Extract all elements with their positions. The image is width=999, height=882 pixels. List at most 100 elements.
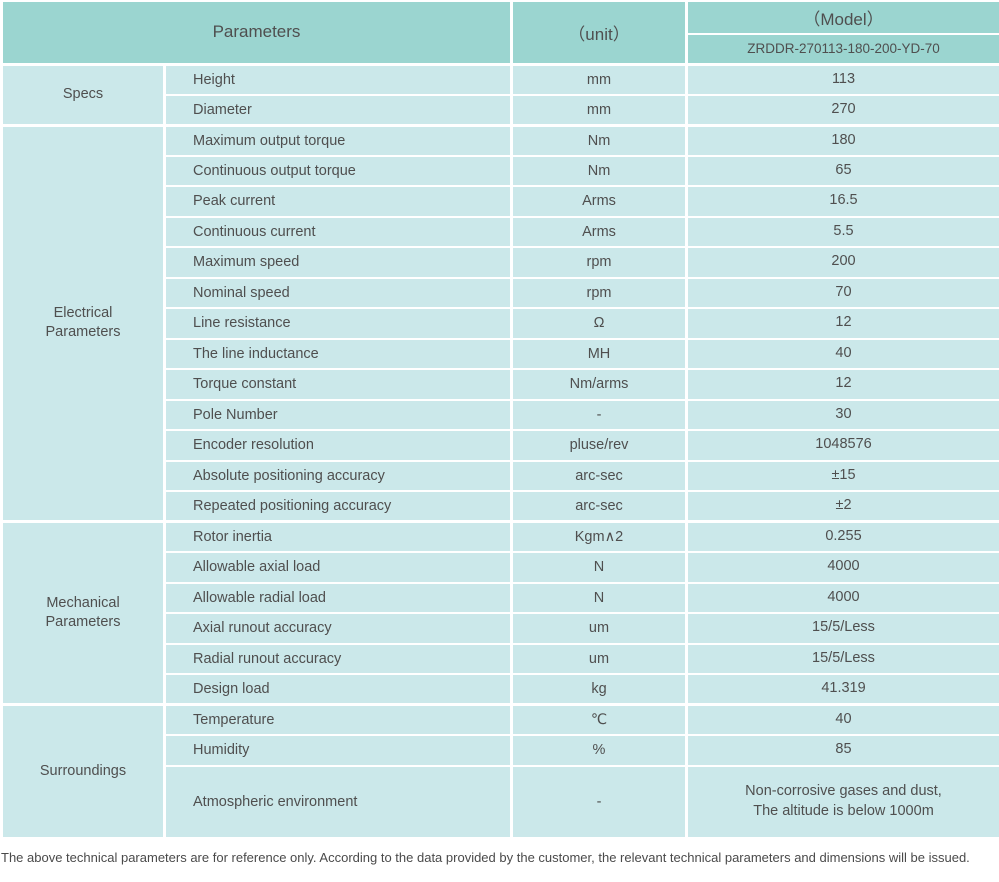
unit-cell: pluse/rev (510, 429, 688, 462)
value-cell: 40 (685, 337, 999, 370)
param-name-cell: Continuous current (163, 215, 513, 248)
value-cell: ±2 (685, 490, 999, 523)
unit-cell: - (510, 764, 688, 839)
unit-cell: Nm/arms (510, 368, 688, 401)
value-cell: 180 (685, 123, 999, 157)
value-cell: 200 (685, 246, 999, 279)
unit-cell: rpm (510, 246, 688, 279)
unit-cell: - (510, 398, 688, 431)
unit-cell: kg (510, 673, 688, 706)
header-model-number: ZRDDR-270113-180-200-YD-70 (685, 33, 999, 65)
unit-cell: arc-sec (510, 459, 688, 492)
value-cell: 85 (685, 734, 999, 767)
value-cell: 41.319 (685, 673, 999, 706)
value-cell: 15/5/Less (685, 612, 999, 645)
param-name-cell: Atmospheric environment (163, 764, 513, 839)
table-row: Surroundings Temperature ℃ 40 (0, 703, 999, 839)
param-name-cell: Maximum output torque (163, 123, 513, 157)
value-cell: Non-corrosive gases and dust, The altitu… (685, 764, 999, 839)
unit-cell: mm (510, 93, 688, 126)
unit-cell: um (510, 642, 688, 675)
value-cell: 16.5 (685, 185, 999, 218)
table-row: Continuous current Arms 5.5 (2, 215, 999, 248)
value-cell: 5.5 (685, 215, 999, 248)
table-row: Pole Number -30 (2, 398, 999, 431)
table-body: Specs Height mm 113 Diameter mm 270 Electrical … (0, 62, 999, 839)
value-cell: 270 (685, 93, 999, 126)
unit-cell: Ω (510, 307, 688, 340)
header-parameters: Parameters (0, 0, 513, 65)
table-row: Design load kg 41.319 (2, 673, 999, 706)
param-name-cell: Radial runout accuracy (163, 642, 513, 675)
param-name-cell: Maximum speed (163, 246, 513, 279)
unit-cell: um (510, 612, 688, 645)
value-cell: 70 (685, 276, 999, 309)
param-name-cell: Encoder resolution (163, 429, 513, 462)
param-name-cell: Repeated positioning accuracy (163, 490, 513, 523)
param-name-cell: The line inductance (163, 337, 513, 370)
param-name-cell: Continuous output torque (163, 154, 513, 187)
param-name-cell: Torque constant (163, 368, 513, 401)
param-name-cell: Line resistance (163, 307, 513, 340)
table-row: Encoder resolution pluse/rev 1048576 (2, 429, 999, 462)
param-name-cell: Nominal speed (163, 276, 513, 309)
header-model: （Model） (685, 0, 999, 35)
value-cell: 113 (685, 62, 999, 96)
param-name-cell: Pole Number (163, 398, 513, 431)
unit-cell: Nm (510, 154, 688, 187)
param-name-cell: Height (163, 62, 513, 96)
unit-cell: ℃ (510, 703, 688, 736)
value-cell: 30 (685, 398, 999, 431)
section-label-surroundings: Surroundings (0, 703, 166, 839)
param-name-cell: Design load (163, 673, 513, 706)
value-cell: 65 (685, 154, 999, 187)
table-row: Electrical Parameters Maximum output torq… (0, 123, 999, 523)
value-cell: 4000 (685, 581, 999, 614)
unit-cell: Arms (510, 215, 688, 248)
table-row: Torque constant Nm/arms 12 (2, 368, 999, 401)
table-row: Absolute positioning accuracy arc-sec ±15 (2, 459, 999, 492)
param-name-cell: Rotor inertia (163, 520, 513, 553)
unit-cell: Nm (510, 123, 688, 157)
unit-cell: mm (510, 62, 688, 96)
table-row: Maximum speed rpm 200 (2, 246, 999, 279)
value-cell: ±15 (685, 459, 999, 492)
table-row: Humidity% 85 (2, 734, 999, 767)
unit-cell: MH (510, 337, 688, 370)
unit-cell: N (510, 581, 688, 614)
param-name-cell: Diameter (163, 93, 513, 126)
value-cell: 40 (685, 703, 999, 736)
header-unit: （unit） (510, 0, 688, 65)
value-cell: 15/5/Less (685, 642, 999, 675)
value-cell: 1048576 (685, 429, 999, 462)
param-name-cell: Absolute positioning accuracy (163, 459, 513, 492)
param-name-cell: Allowable radial load (163, 581, 513, 614)
value-cell: 0.255 (685, 520, 999, 553)
section-label-mechanical-parameters: Mechanical Parameters (0, 520, 166, 706)
param-name-cell: Temperature (163, 703, 513, 736)
table-header: Parameters （unit） （Model） ZRDDR-270113-1… (0, 0, 999, 65)
section-label-electrical-parameters: Electrical Parameters (0, 123, 166, 523)
param-name-cell: Peak current (163, 185, 513, 218)
table-row: Specs Height mm 113 (0, 62, 999, 126)
table-row: The line inductance MH 40 (2, 337, 999, 370)
value-cell: 4000 (685, 551, 999, 584)
unit-cell: % (510, 734, 688, 767)
param-name-cell: Humidity (163, 734, 513, 767)
table-row: Atmospheric environment - Non-corrosive ga… (2, 764, 999, 839)
param-name-cell: Axial runout accuracy (163, 612, 513, 645)
unit-cell: rpm (510, 276, 688, 309)
table-row: Line resistance Ω 12 (2, 307, 999, 340)
table-row: Axial runout accuracy um 15/5/Less (2, 612, 999, 645)
section-label-specs: Specs (0, 62, 166, 126)
value-cell: 12 (685, 368, 999, 401)
param-name-cell: Allowable axial load (163, 551, 513, 584)
footer-note: The above technical parameters are for r… (1, 849, 970, 865)
table-row: Peak current Arms 16.5 (2, 185, 999, 218)
unit-cell: Arms (510, 185, 688, 218)
table-row: Allowable axial load N 4000 (2, 551, 999, 584)
value-cell: 12 (685, 307, 999, 340)
parameters-table: Parameters （unit） （Model） ZRDDR-270113-1… (0, 0, 999, 839)
unit-cell: arc-sec (510, 490, 688, 523)
table-row: Mechanical Parameters Rotor inertia Kgm∧2 0… (0, 520, 999, 706)
